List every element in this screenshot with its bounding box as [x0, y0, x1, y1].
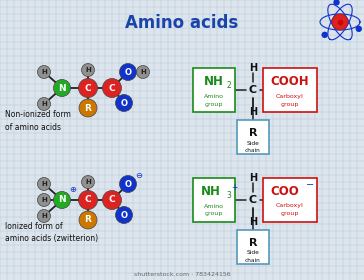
Text: H: H — [249, 63, 257, 73]
Text: H: H — [249, 107, 257, 117]
Text: ⊖: ⊖ — [135, 171, 142, 179]
Text: Carboxyl: Carboxyl — [276, 204, 304, 209]
Circle shape — [37, 209, 51, 223]
Circle shape — [37, 178, 51, 190]
Text: −: − — [306, 180, 314, 190]
Text: H: H — [249, 173, 257, 183]
Text: N: N — [58, 83, 66, 92]
Text: group: group — [205, 102, 223, 106]
Text: Carboxyl: Carboxyl — [276, 94, 304, 99]
Circle shape — [115, 95, 132, 111]
Text: C: C — [249, 195, 257, 205]
Circle shape — [37, 97, 51, 111]
Circle shape — [103, 190, 122, 209]
Text: C: C — [85, 195, 91, 204]
Circle shape — [334, 0, 339, 5]
Circle shape — [54, 192, 71, 209]
Text: H: H — [41, 69, 47, 75]
Text: H: H — [85, 67, 91, 73]
Text: group: group — [281, 211, 299, 216]
FancyBboxPatch shape — [193, 68, 235, 112]
Circle shape — [136, 66, 150, 78]
Text: O: O — [120, 211, 127, 220]
Circle shape — [79, 78, 98, 97]
Text: +: + — [231, 183, 237, 192]
Text: Non-ionized form
of amino acids: Non-ionized form of amino acids — [5, 110, 71, 132]
FancyBboxPatch shape — [237, 120, 269, 154]
Text: shutterstock.com · 783424156: shutterstock.com · 783424156 — [134, 272, 230, 277]
FancyBboxPatch shape — [263, 68, 317, 112]
Circle shape — [82, 64, 95, 76]
Text: Amino: Amino — [204, 94, 224, 99]
Text: R: R — [84, 104, 91, 113]
Text: R: R — [249, 128, 257, 138]
Text: NH: NH — [201, 185, 221, 197]
Circle shape — [115, 207, 132, 223]
Text: chain: chain — [245, 258, 261, 263]
Circle shape — [322, 32, 327, 37]
Text: chain: chain — [245, 148, 261, 153]
Text: C: C — [109, 83, 115, 92]
Circle shape — [119, 64, 136, 81]
Circle shape — [79, 211, 97, 229]
Text: Amino acids: Amino acids — [125, 14, 239, 32]
Text: Side: Side — [246, 251, 260, 255]
Text: N: N — [58, 195, 66, 204]
Circle shape — [82, 176, 95, 188]
Circle shape — [37, 66, 51, 78]
Text: H: H — [85, 179, 91, 185]
Text: H: H — [249, 217, 257, 227]
Text: H: H — [140, 69, 146, 75]
FancyBboxPatch shape — [263, 178, 317, 222]
Text: R: R — [249, 238, 257, 248]
Text: O: O — [124, 67, 131, 76]
Text: ⊕: ⊕ — [70, 185, 76, 193]
Text: H: H — [41, 181, 47, 187]
Circle shape — [332, 14, 348, 30]
Circle shape — [119, 176, 136, 193]
Text: 2: 2 — [227, 81, 232, 90]
Circle shape — [356, 26, 361, 31]
Text: 3: 3 — [226, 190, 232, 199]
FancyBboxPatch shape — [193, 178, 235, 222]
Circle shape — [79, 190, 98, 209]
Text: COOH: COOH — [271, 74, 309, 88]
Circle shape — [79, 99, 97, 117]
Text: C: C — [85, 83, 91, 92]
Text: O: O — [124, 179, 131, 188]
Text: Ionized form of
amino acids (zwitterion): Ionized form of amino acids (zwitterion) — [5, 222, 98, 244]
Text: H: H — [41, 197, 47, 203]
Text: C: C — [249, 85, 257, 95]
Text: O: O — [120, 99, 127, 108]
Text: Side: Side — [246, 141, 260, 146]
Circle shape — [54, 80, 71, 97]
Circle shape — [103, 78, 122, 97]
Text: R: R — [84, 216, 91, 225]
Text: COO: COO — [270, 185, 299, 197]
Text: H: H — [41, 213, 47, 219]
Circle shape — [37, 193, 51, 207]
Text: NH: NH — [204, 74, 224, 88]
Text: H: H — [41, 101, 47, 107]
Text: Amino: Amino — [204, 204, 224, 209]
Text: C: C — [109, 195, 115, 204]
Text: group: group — [205, 211, 223, 216]
Text: group: group — [281, 102, 299, 106]
FancyBboxPatch shape — [237, 230, 269, 264]
